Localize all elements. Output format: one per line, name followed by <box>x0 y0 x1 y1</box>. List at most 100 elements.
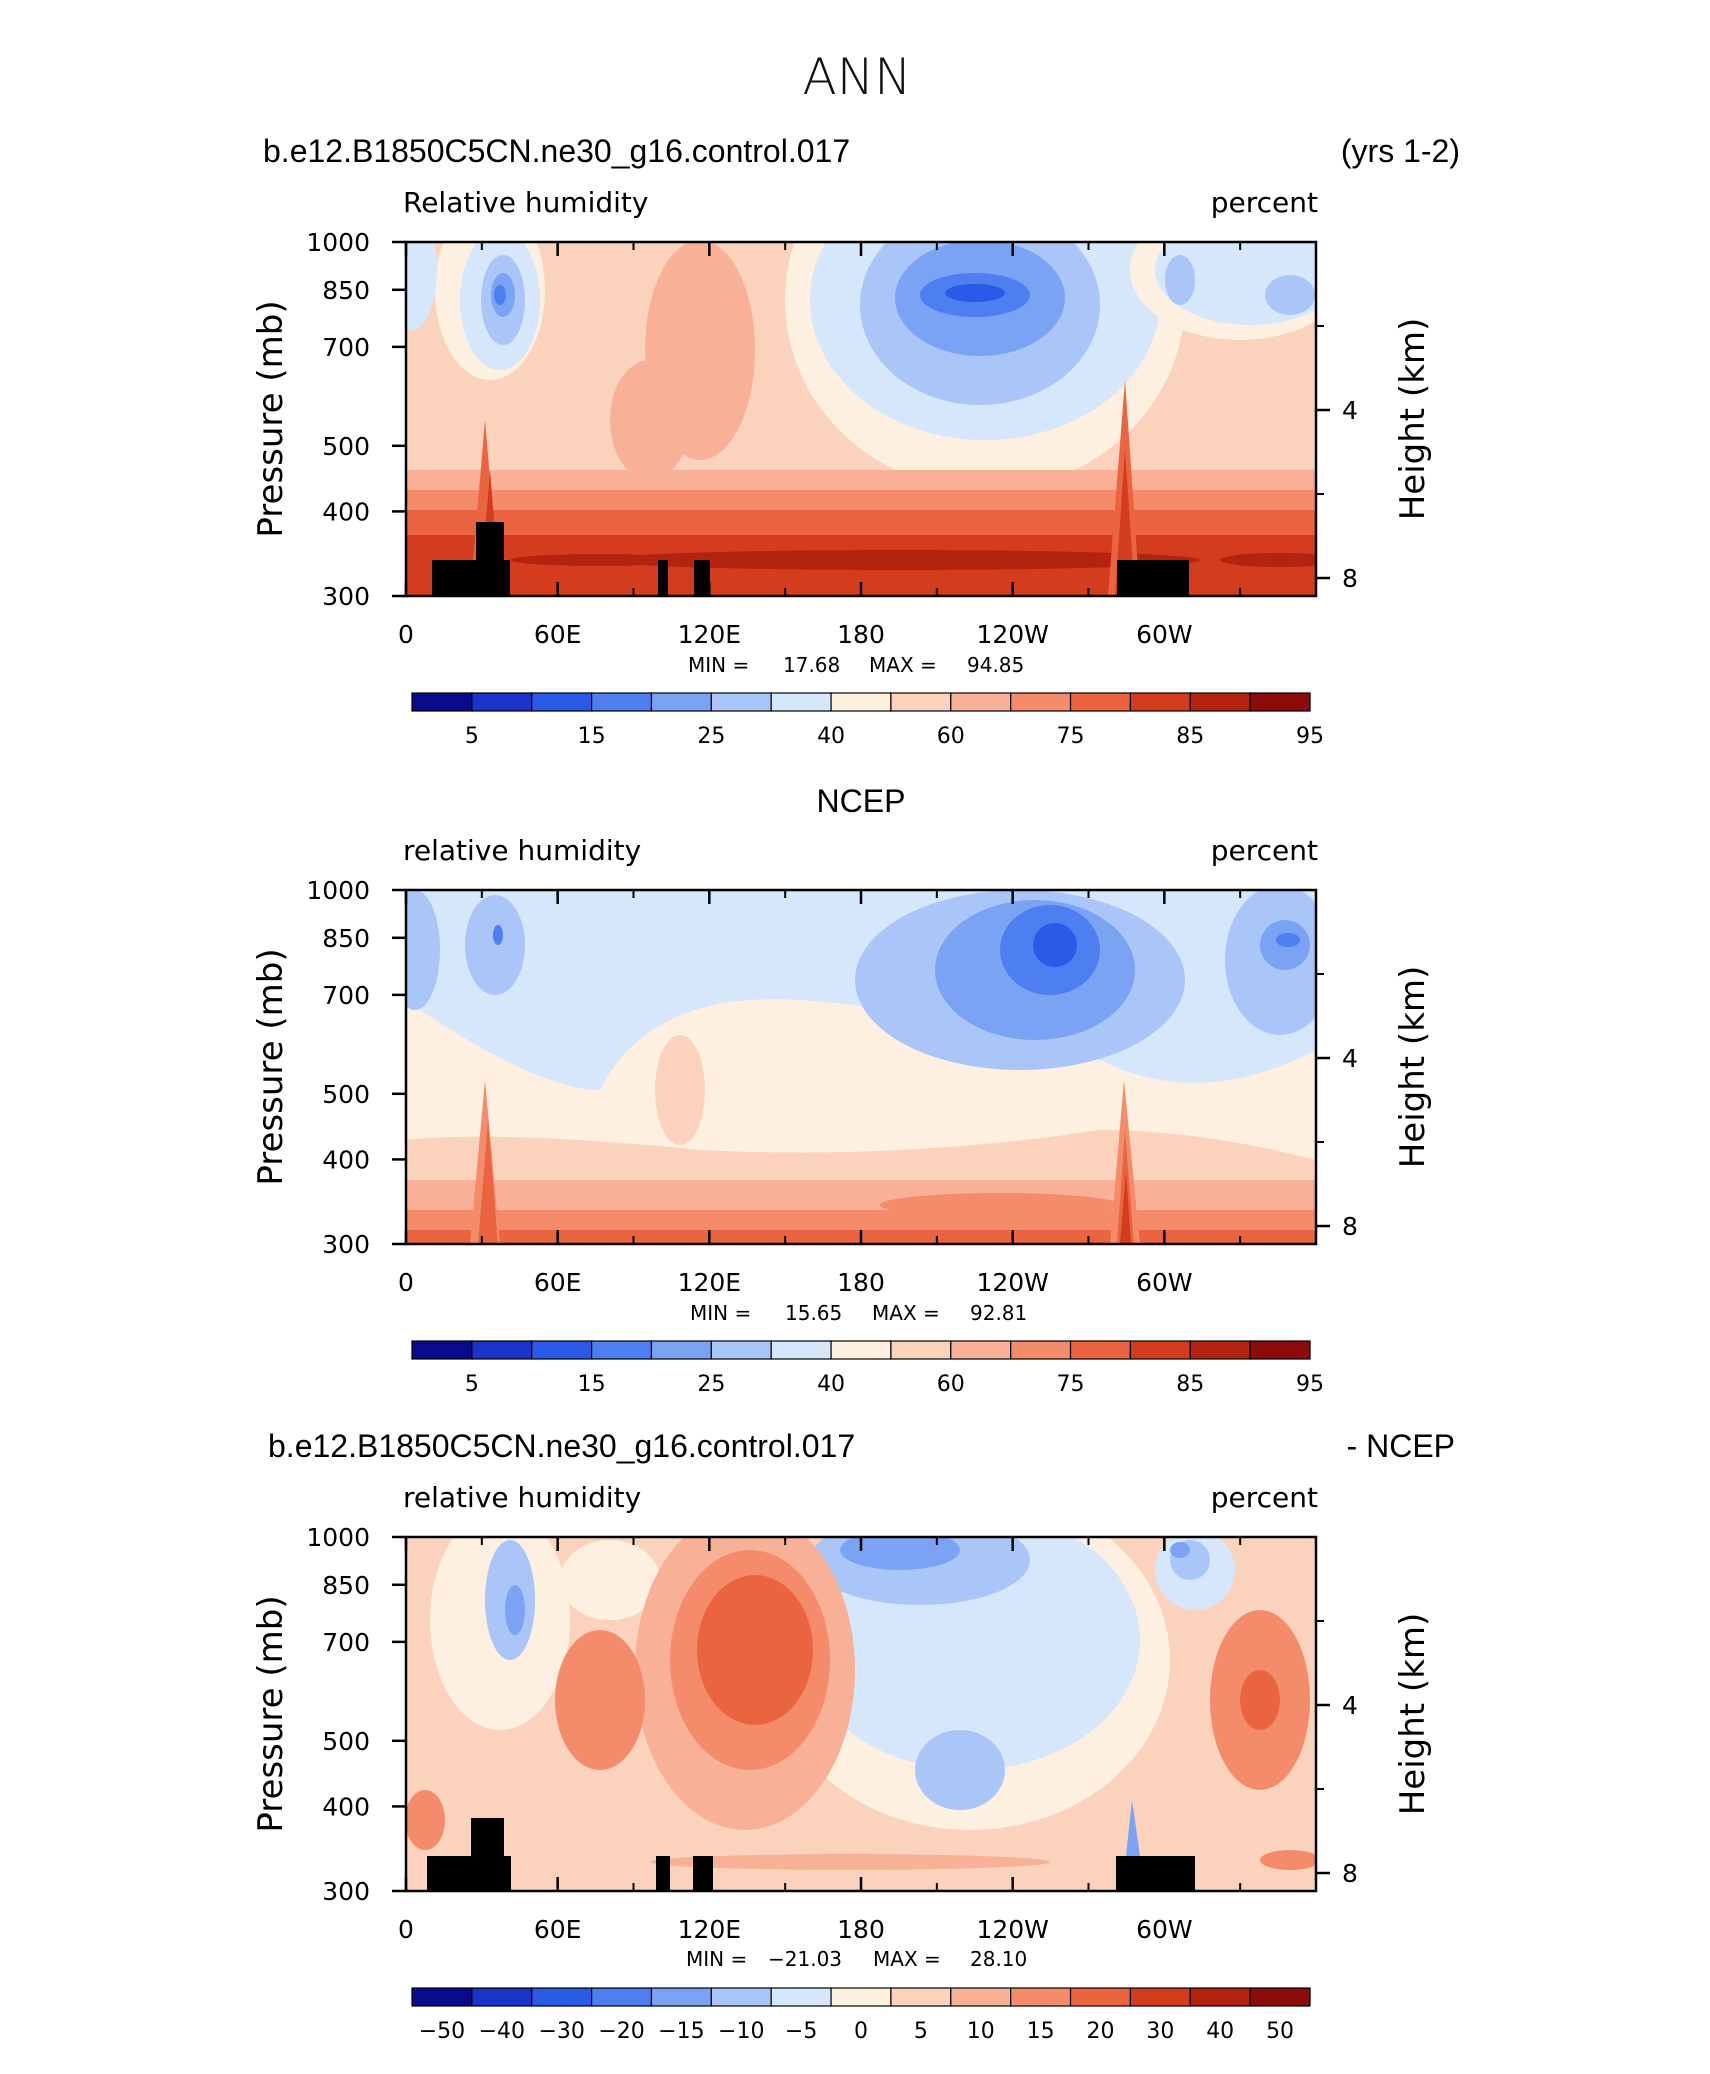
colorbar-label: 10 <box>967 2019 995 2044</box>
panel2-axes: 300 400 500 700 850 1000 8 4 0 60E 120E 180 120W 60W P… <box>251 876 1433 1297</box>
height-tick-label: 8 <box>1342 564 1358 593</box>
colorbar-label: −50 <box>419 2019 465 2044</box>
y-tick-label: 300 <box>322 1230 370 1259</box>
colorbar-swatch <box>1069 1340 1131 1360</box>
colorbar-label: 60 <box>937 1372 965 1397</box>
y-tick-label: 500 <box>322 432 370 461</box>
y-right-axis-title: Height (km) <box>1393 966 1433 1169</box>
panel3-variable-label: relative humidity <box>403 1481 641 1514</box>
panel3-header-right: - NCEP <box>1347 1428 1455 1464</box>
colorbar-swatch <box>590 692 653 712</box>
panel1-axes: 300 400 500 700 850 1000 8 4 0 60E 120E 180 120W 60W P… <box>251 228 1433 649</box>
colorbar-swatch <box>890 1987 952 2007</box>
panel3-plot-field <box>406 1537 1316 1891</box>
colorbar-swatch <box>770 692 832 712</box>
panel1-max-label: MAX = <box>869 653 937 677</box>
panel1-min-label: MIN = <box>688 653 749 677</box>
colorbar-swatch <box>950 692 1012 712</box>
colorbar-swatch <box>950 1987 1012 2007</box>
y-tick-label: 300 <box>322 1877 370 1906</box>
colorbar-label: 5 <box>465 1372 479 1397</box>
x-tick-label: 60E <box>534 1268 582 1297</box>
panel1-max-value: 94.85 <box>967 653 1024 677</box>
colorbar-label: 15 <box>578 1372 606 1397</box>
panel1-header-right: (yrs 1-2) <box>1341 133 1460 169</box>
colorbar-label: 15 <box>1027 2019 1055 2044</box>
colorbar-swatch <box>770 1987 832 2007</box>
panel1-header-left: b.e12.B1850C5CN.ne30_g16.control.017 <box>263 133 850 169</box>
y-right-axis-title: Height (km) <box>1393 318 1433 521</box>
colorbar-swatch <box>590 1340 653 1360</box>
colorbar-swatch <box>1010 1987 1072 2007</box>
colorbar-swatch <box>1010 692 1072 712</box>
colorbar-swatch <box>1069 692 1131 712</box>
colorbar-swatch <box>650 1340 712 1360</box>
panel-obs: NCEP relative humidity percent <box>251 783 1433 1397</box>
colorbar-label: 95 <box>1296 1372 1324 1397</box>
colorbar-label: −15 <box>658 2019 704 2044</box>
x-tick-label: 120E <box>678 1268 742 1297</box>
colorbar-label: 75 <box>1057 1372 1085 1397</box>
colorbar-label: 60 <box>937 724 965 749</box>
y-tick-label: 400 <box>322 497 370 526</box>
colorbar-swatch <box>471 1987 533 2007</box>
y-axis-title: Pressure (mb) <box>251 1595 291 1832</box>
height-tick-label: 8 <box>1342 1859 1358 1888</box>
colorbar-label: −5 <box>785 2019 817 2044</box>
colorbar-label: 25 <box>697 1372 725 1397</box>
colorbar-swatch <box>1249 1987 1311 2007</box>
colorbar-swatch <box>1129 692 1191 712</box>
y-tick-label: 400 <box>322 1145 370 1174</box>
panel3-min-value: −21.03 <box>768 1947 842 1971</box>
panel3-units: percent <box>1211 1481 1318 1514</box>
y-tick-label: 1000 <box>306 876 370 905</box>
colorbar-label: 15 <box>578 724 606 749</box>
height-tick-label: 4 <box>1342 396 1358 425</box>
colorbar-label: 5 <box>465 724 479 749</box>
panel2-max-value: 92.81 <box>970 1301 1027 1325</box>
colorbar-swatch <box>411 1340 473 1360</box>
colorbar-label: 50 <box>1266 2019 1294 2044</box>
colorbar-label: 75 <box>1057 724 1085 749</box>
colorbar-label: 40 <box>817 724 845 749</box>
figure-title: ANN <box>802 48 911 106</box>
colorbar-label: 20 <box>1086 2019 1114 2044</box>
y-tick-label: 500 <box>322 1080 370 1109</box>
y-tick-label: 850 <box>322 924 370 953</box>
colorbar-label: 40 <box>817 1372 845 1397</box>
panel1-min-value: 17.68 <box>783 653 840 677</box>
panel3-axes: 300 400 500 700 850 1000 8 4 0 60E 120E 180 120W 60W P… <box>251 1523 1433 1944</box>
y-axis-title: Pressure (mb) <box>251 948 291 1185</box>
panel3-min-label: MIN = <box>686 1947 747 1971</box>
panel1-colorbar: 5 15 25 40 60 75 85 95 <box>411 692 1324 749</box>
colorbar-swatch <box>411 1987 473 2007</box>
y-tick-label: 850 <box>322 1571 370 1600</box>
panel-diff: b.e12.B1850C5CN.ne30_g16.control.017 - N… <box>251 1428 1455 2044</box>
colorbar-label: 25 <box>697 724 725 749</box>
colorbar-label: 85 <box>1176 1372 1204 1397</box>
y-axis-title: Pressure (mb) <box>251 300 291 537</box>
x-tick-label: 60W <box>1136 620 1193 649</box>
colorbar-swatch <box>770 1340 832 1360</box>
y-tick-label: 850 <box>322 276 370 305</box>
height-tick-label: 4 <box>1342 1044 1358 1073</box>
colorbar-swatch <box>830 692 892 712</box>
colorbar-swatch <box>710 1340 772 1360</box>
panel2-min-value: 15.65 <box>785 1301 842 1325</box>
y-tick-label: 400 <box>322 1792 370 1821</box>
panel2-plot-field <box>406 890 1316 1244</box>
x-tick-label: 120W <box>976 620 1048 649</box>
panel3-colorbar: −50 −40 −30 −20 −15 −10 −5 0 5 10 15 20 30 40 50 <box>411 1987 1311 2044</box>
colorbar-swatch <box>1249 692 1311 712</box>
panel3-max-value: 28.10 <box>970 1947 1027 1971</box>
colorbar-label: −10 <box>718 2019 764 2044</box>
colorbar-label: −40 <box>479 2019 525 2044</box>
x-tick-label: 0 <box>398 620 414 649</box>
colorbar-label: 30 <box>1146 2019 1174 2044</box>
x-tick-label: 180 <box>837 1915 885 1944</box>
y-tick-label: 500 <box>322 1727 370 1756</box>
colorbar-label: −20 <box>598 2019 644 2044</box>
colorbar-swatch <box>531 692 593 712</box>
colorbar-swatch <box>471 692 533 712</box>
